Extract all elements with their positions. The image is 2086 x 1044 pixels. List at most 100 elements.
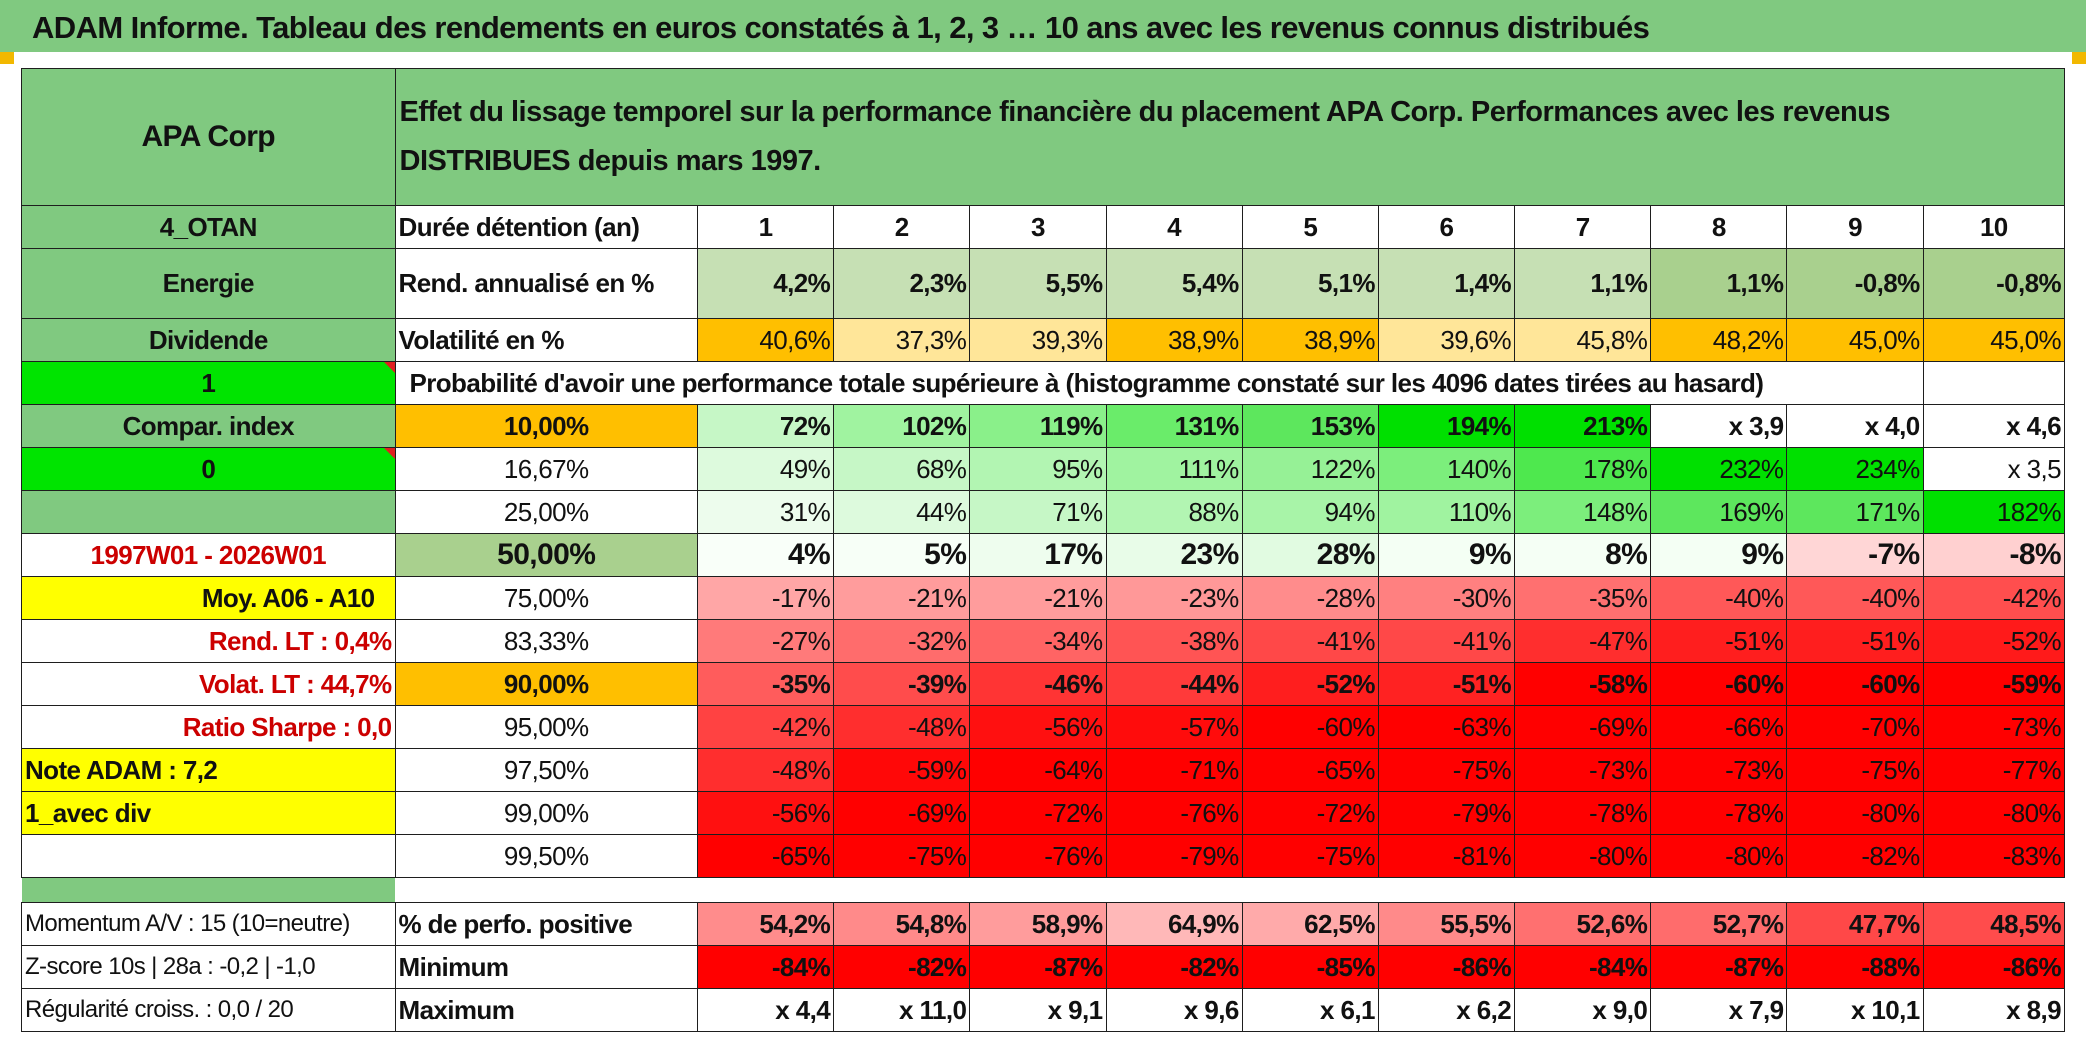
period-label: 1997W01 - 2026W01 [21,533,396,577]
value-cell: -8% [1922,533,2066,577]
value-cell: 71% [969,490,1107,534]
value-cell: -80% [1514,834,1652,878]
table-row: 0 16,67% 49% 68% 95% 111% 122% 140% 178% 232% 234%… [21,447,2066,491]
value-cell: -86% [1922,945,2066,989]
value-cell: -84% [696,945,835,989]
value-cell: 54,8% [833,902,971,946]
value-cell: 23% [1105,533,1243,577]
value-cell: -47% [1514,619,1652,663]
moy-label: Moy. A06 - A10 [21,576,396,620]
value-cell: x 3,5 [1922,447,2066,491]
value-cell: -41% [1241,619,1379,663]
value-cell: -0,8% [1786,248,1924,319]
value-cell: 182% [1922,490,2066,534]
value-cell: 95% [969,447,1107,491]
value-cell: -84% [1514,945,1652,989]
value-cell: 140% [1377,447,1516,491]
value-cell: 178% [1514,447,1652,491]
selector-2[interactable]: 0 [21,447,396,491]
quantile-label: 95,00% [394,705,698,749]
value-cell: 171% [1786,490,1924,534]
value-cell: x 9,0 [1514,988,1652,1032]
quantile-label: 99,50% [394,834,698,878]
value-cell: -60% [1241,705,1379,749]
spacer-cell [395,877,2065,903]
value-cell: 72% [696,404,835,448]
value-cell: -41% [1377,619,1516,663]
table-row: Ratio Sharpe : 0,0 95,00% -42% -48% -56% -57%… [21,705,2066,749]
value-cell: -69% [1514,705,1652,749]
value-cell: -32% [833,619,971,663]
value-cell: 8% [1514,533,1652,577]
quantile-label: 75,00% [394,576,698,620]
value-cell: x 10,1 [1786,988,1924,1032]
value-cell: 5,1% [1241,248,1379,319]
value-cell: 88% [1105,490,1243,534]
value-cell: 9% [1650,533,1788,577]
value-cell: -17% [696,576,835,620]
value-cell: 5,5% [969,248,1107,319]
value-cell: 40,6% [696,318,835,362]
value-cell: -88% [1786,945,1924,989]
value-cell: 94% [1241,490,1379,534]
performance-table: APA Corp Effet du lissage temporel sur l… [21,68,2066,1032]
table-row: 4_OTAN Durée détention (an) 1 2 3 4 5 6 7 8 9 10 [21,205,2066,249]
value-cell: 28% [1241,533,1379,577]
value-cell: -23% [1105,576,1243,620]
value-cell: 4% [696,533,835,577]
value-cell: -73% [1922,705,2066,749]
value-cell: 64,9% [1105,902,1243,946]
value-cell: -35% [1514,576,1652,620]
value-cell: x 3,9 [1650,404,1788,448]
value-cell: 55,5% [1377,902,1516,946]
year-header: 8 [1650,205,1788,249]
value-cell: -30% [1377,576,1516,620]
value-cell: 119% [969,404,1107,448]
value-cell: -51% [1786,619,1924,663]
value-cell: 234% [1786,447,1924,491]
value-cell: -83% [1922,834,2066,878]
value-cell: -42% [696,705,835,749]
year-header: 7 [1514,205,1652,249]
value-cell: 5,4% [1105,248,1243,319]
value-cell: 5% [833,533,971,577]
pos-label: % de perfo. positive [394,902,698,946]
value-cell: -39% [833,662,971,706]
vol-label: Volatilité en % [394,318,698,362]
table-row [21,877,2065,903]
value-cell: -60% [1650,662,1788,706]
value-cell: 169% [1650,490,1788,534]
table-row: 1 Probabilité d'avoir une performance tot… [21,361,2066,405]
duration-label: Durée détention (an) [394,205,698,249]
value-cell: -82% [1786,834,1924,878]
value-cell: 1,4% [1377,248,1516,319]
value-cell: -59% [1922,662,2066,706]
table-row: Volat. LT : 44,7% 90,00% -35% -39% -46% -44% -… [21,662,2066,706]
selector-1[interactable]: 1 [21,361,396,405]
value-cell: x 11,0 [833,988,971,1032]
value-cell: -85% [1241,945,1379,989]
value-cell: x 7,9 [1650,988,1788,1032]
empty-cell [21,490,396,534]
value-cell: 37,3% [833,318,971,362]
empty-cell [21,834,396,878]
value-cell: -51% [1377,662,1516,706]
quantile-label: 25,00% [394,490,698,534]
value-cell: x 8,9 [1922,988,2066,1032]
value-cell: -86% [1377,945,1516,989]
value-cell: 31% [696,490,835,534]
year-header: 5 [1241,205,1379,249]
value-cell: x 6,1 [1241,988,1379,1032]
value-cell: -42% [1922,576,2066,620]
value-cell: 1,1% [1650,248,1788,319]
year-header: 3 [969,205,1107,249]
value-cell: -46% [969,662,1107,706]
report-title: ADAM Informe. Tableau des rendements en … [0,0,2086,52]
value-cell: -81% [1377,834,1516,878]
regularite-label: Régularité croiss. : 0,0 / 20 [21,988,396,1032]
value-cell: 2,3% [833,248,971,319]
value-cell: -52% [1922,619,2066,663]
asset-name: APA Corp [21,68,396,206]
value-cell: -40% [1650,576,1788,620]
value-cell: -21% [833,576,971,620]
